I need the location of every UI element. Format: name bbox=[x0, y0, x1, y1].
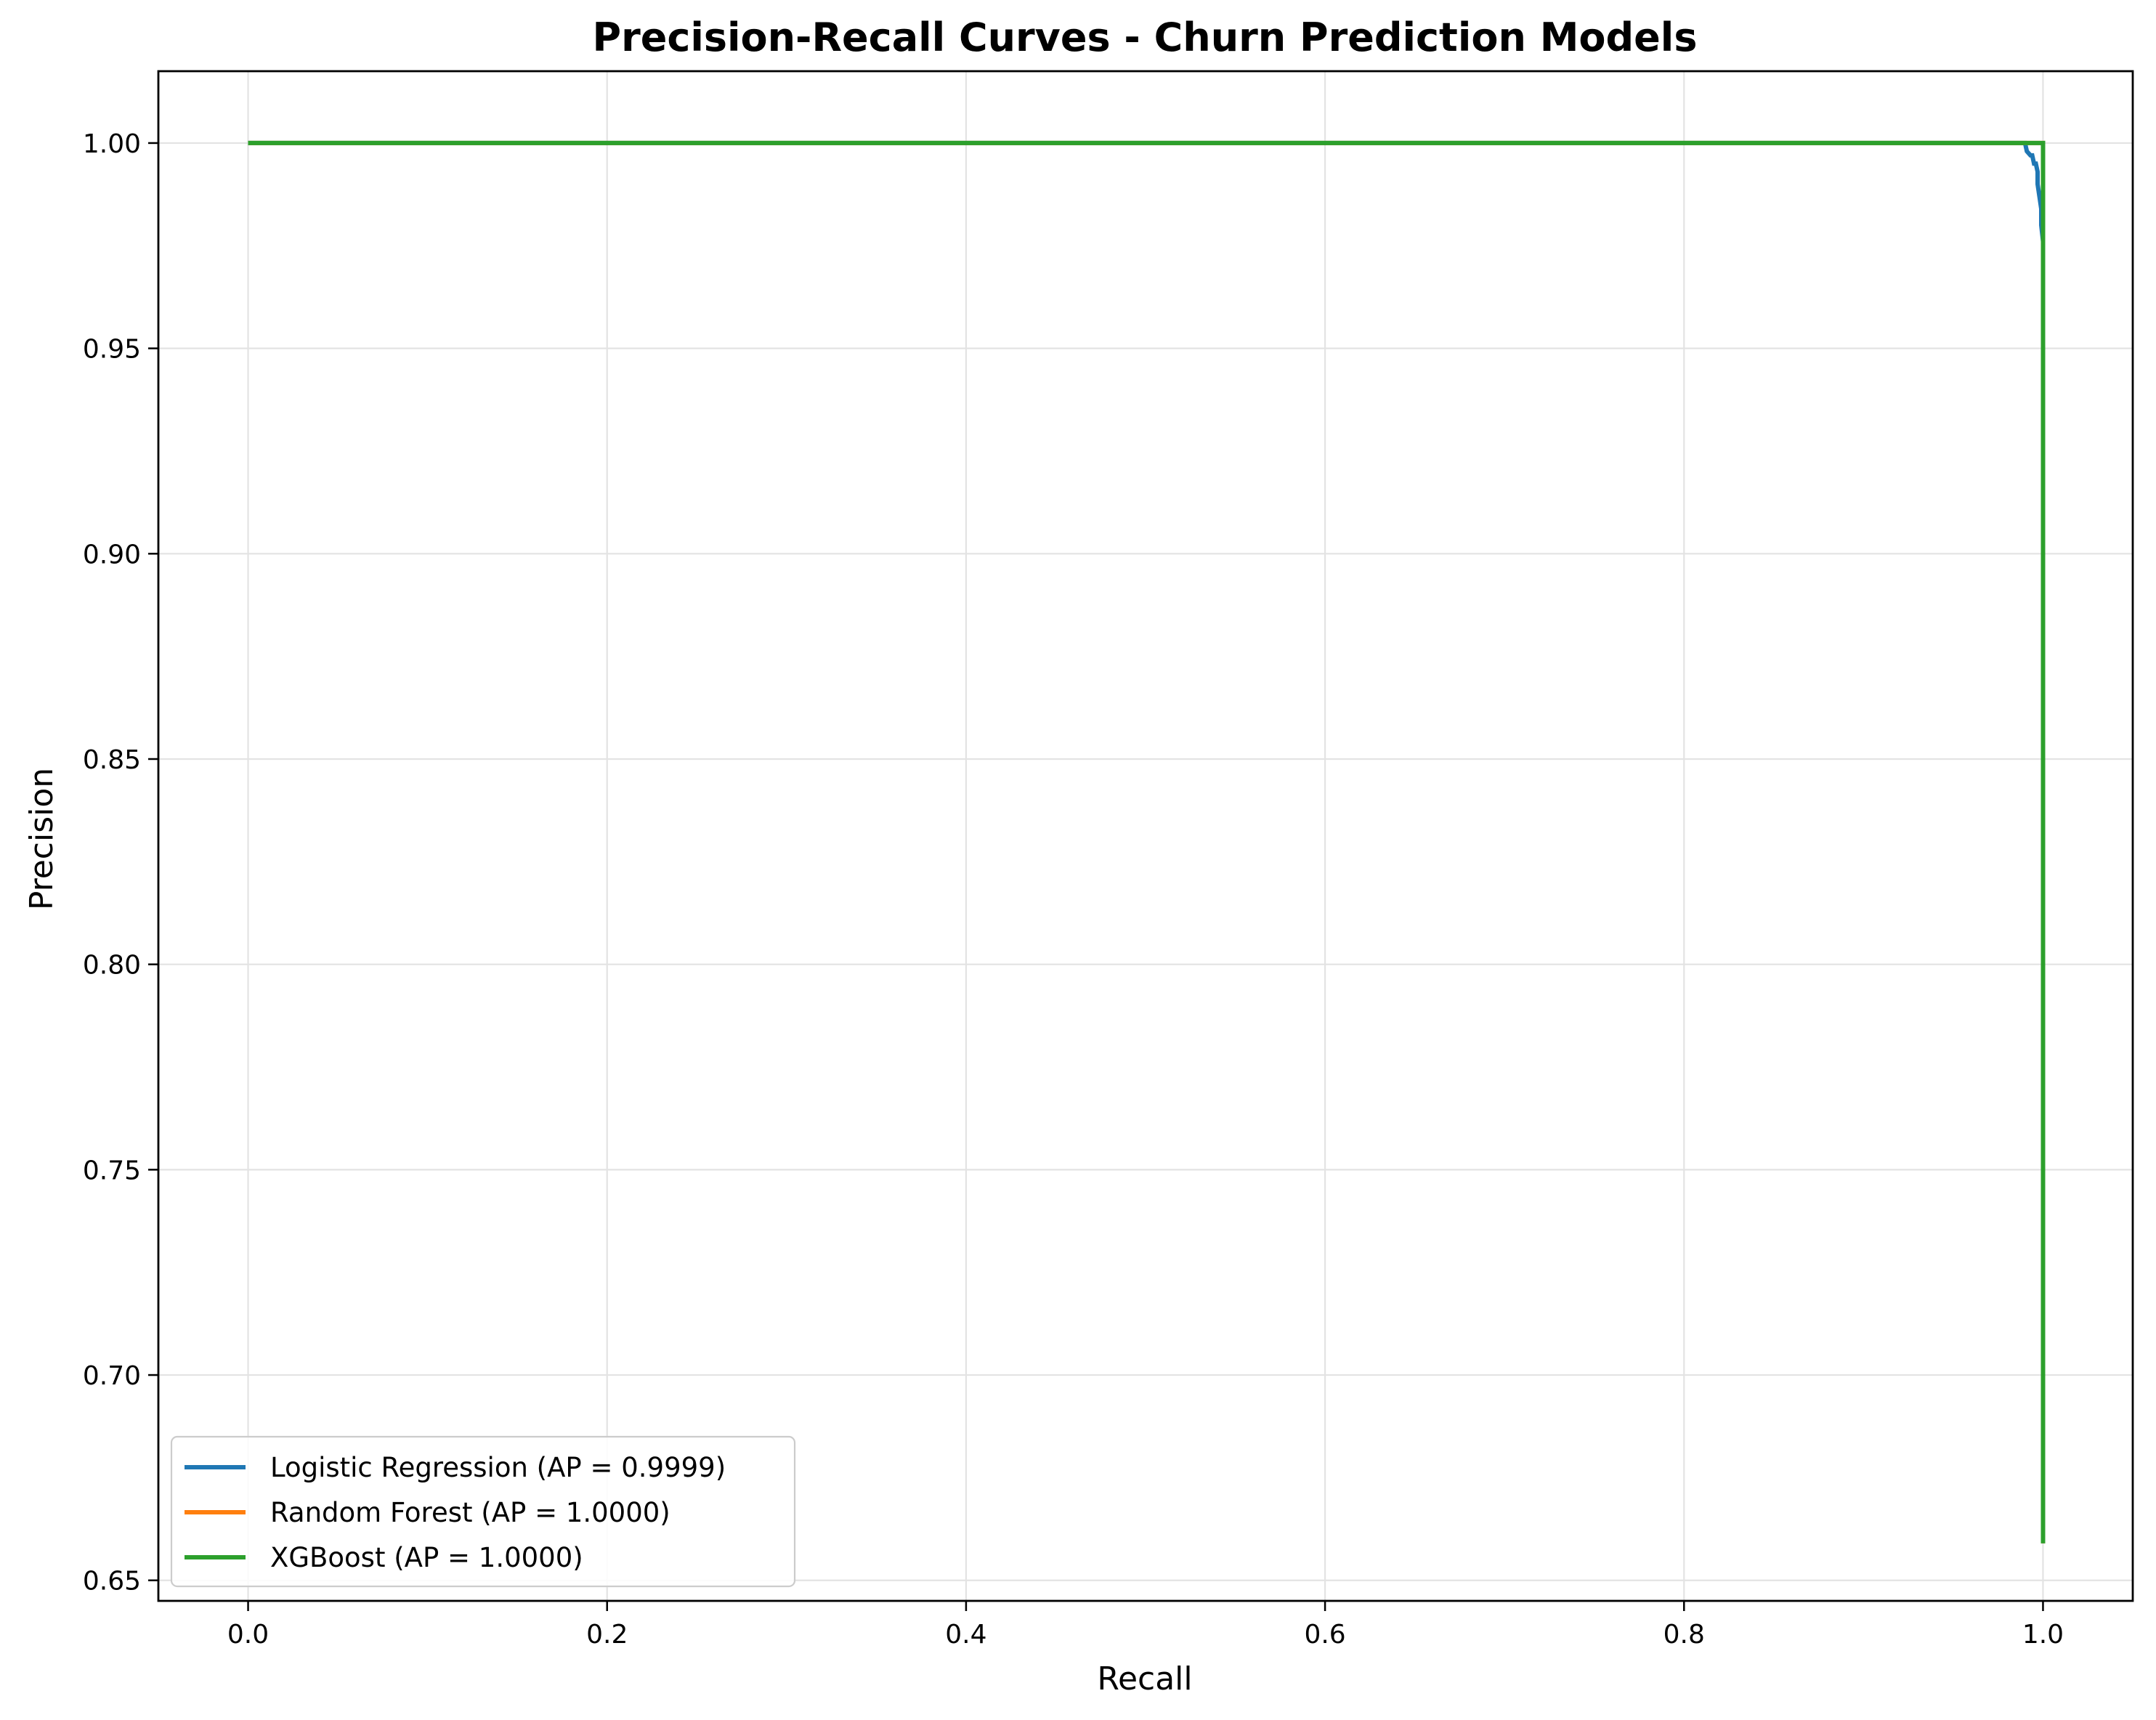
y-axis-label: Precision bbox=[23, 768, 60, 910]
x-tick-label: 0.0 bbox=[227, 1620, 269, 1650]
series-lines bbox=[248, 140, 2046, 1543]
x-tick-label: 1.0 bbox=[2022, 1620, 2064, 1650]
legend: Logistic Regression (AP = 0.9999) Random … bbox=[170, 1435, 796, 1588]
plot-frame bbox=[157, 70, 2134, 1602]
x-tick-label: 0.8 bbox=[1663, 1620, 1705, 1650]
y-axis-ticks: 0.65 0.70 0.75 0.80 0.85 0.90 0.95 1.00 bbox=[83, 129, 158, 1597]
x-axis-ticks: 0.0 0.2 0.4 0.6 0.8 1.0 bbox=[227, 1601, 2064, 1650]
x-tick-label: 0.4 bbox=[945, 1620, 986, 1650]
series-line-3 bbox=[248, 140, 2046, 1543]
y-tick-label: 0.90 bbox=[83, 540, 141, 569]
x-tick-label: 0.2 bbox=[586, 1620, 628, 1650]
legend-label: Logistic Regression (AP = 0.9999) bbox=[270, 1452, 726, 1483]
y-tick-label: 0.80 bbox=[83, 951, 141, 981]
chart-title: Precision-Recall Curves - Churn Predicti… bbox=[593, 15, 1698, 60]
legend-label: Random Forest (AP = 1.0000) bbox=[270, 1497, 670, 1528]
y-tick-label: 0.85 bbox=[83, 745, 141, 775]
y-tick-label: 0.70 bbox=[83, 1361, 141, 1391]
x-axis-label: Recall bbox=[1097, 1660, 1192, 1697]
legend-box bbox=[170, 1435, 796, 1588]
y-tick-label: 1.00 bbox=[83, 129, 141, 159]
y-tick-label: 0.65 bbox=[83, 1567, 141, 1597]
y-tick-label: 0.95 bbox=[83, 335, 141, 365]
x-tick-label: 0.6 bbox=[1304, 1620, 1345, 1650]
legend-label: XGBoost (AP = 1.0000) bbox=[270, 1542, 583, 1573]
y-tick-label: 0.75 bbox=[83, 1156, 141, 1185]
